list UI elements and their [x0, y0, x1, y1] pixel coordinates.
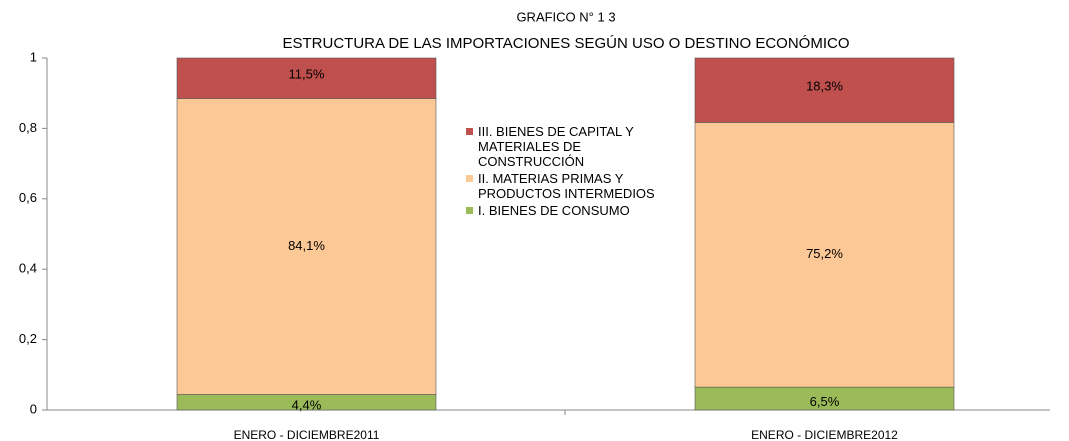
chart-title: GRAFICO N° 1 3	[516, 9, 615, 24]
value-label: 75,2%	[806, 246, 843, 261]
legend-swatch	[466, 175, 473, 182]
y-tick-label: 1	[30, 49, 37, 64]
legend-label: II. MATERIAS PRIMAS Y PRODUCTOS INTERMED…	[478, 171, 655, 201]
legend-item: II. MATERIAS PRIMAS Y PRODUCTOS INTERMED…	[466, 171, 666, 201]
value-label: 6,5%	[810, 394, 840, 409]
y-tick-label: 0,2	[19, 331, 37, 346]
legend-swatch	[466, 207, 473, 214]
legend: III. BIENES DE CAPITAL Y MATERIALES DE C…	[466, 124, 666, 220]
value-label: 18,3%	[806, 79, 843, 94]
legend-label: III. BIENES DE CAPITAL Y MATERIALES DE C…	[478, 124, 634, 169]
legend-item: I. BIENES DE CONSUMO	[466, 203, 666, 218]
bar-segment	[176, 57, 437, 99]
value-label: 4,4%	[292, 398, 322, 413]
bar-segment	[176, 98, 437, 395]
x-tick-label: ENERO - DICIEMBRE2012	[751, 428, 898, 441]
legend-label: I. BIENES DE CONSUMO	[478, 203, 630, 218]
value-label: 11,5%	[289, 67, 325, 82]
y-tick-label: 0,6	[19, 190, 37, 205]
y-tick-label: 0,4	[19, 261, 37, 276]
value-label: 84,1%	[288, 238, 325, 253]
chart-subtitle: ESTRUCTURA DE LAS IMPORTACIONES SEGÚN US…	[282, 35, 849, 52]
legend-item: III. BIENES DE CAPITAL Y MATERIALES DE C…	[466, 124, 666, 169]
bar-segment	[694, 122, 955, 388]
bar-segment	[694, 57, 955, 123]
y-tick-label: 0,8	[19, 120, 37, 135]
x-tick-label: ENERO - DICIEMBRE2011	[234, 428, 380, 441]
legend-swatch	[466, 128, 473, 135]
y-tick-label: 0	[30, 401, 37, 416]
